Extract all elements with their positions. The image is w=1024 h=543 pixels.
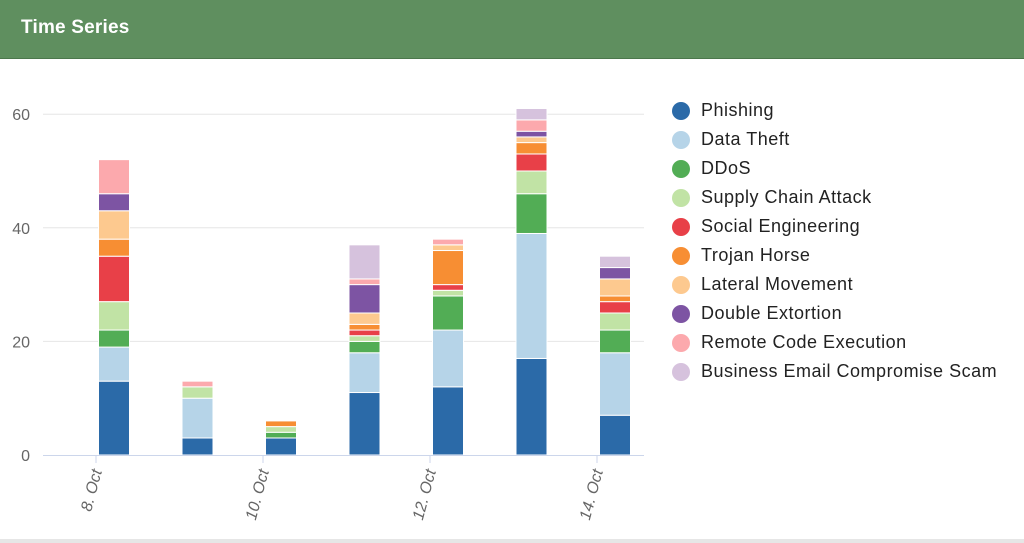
bar-segment — [348, 284, 381, 314]
bar-segment — [599, 278, 631, 297]
legend-label: Business Email Compromise Scam — [701, 361, 998, 381]
bar-segment — [515, 119, 548, 132]
legend-label: Phishing — [701, 100, 775, 120]
bar-segment — [348, 340, 381, 354]
bar-segment — [515, 130, 548, 138]
bar-segment — [515, 193, 548, 234]
bar-segment — [98, 329, 130, 348]
legend-label: Trojan Horse — [701, 245, 811, 265]
bar-segment — [98, 301, 130, 331]
legend-swatch-icon — [672, 247, 690, 265]
bar-segment — [265, 431, 297, 439]
legend-label: Lateral Movement — [701, 274, 854, 294]
bar-segment — [265, 420, 297, 428]
panel-header: Time Series — [0, 0, 1024, 59]
legend-swatch-icon — [672, 102, 690, 120]
bar-segment — [432, 244, 464, 252]
bar-segment — [348, 329, 381, 337]
panel-title: Time Series — [21, 17, 130, 38]
bar-segment — [265, 426, 297, 433]
legend-label: Remote Code Execution — [701, 332, 907, 352]
legend-label: DDoS — [701, 158, 752, 178]
bar-segment — [599, 295, 631, 303]
bar-segment — [432, 295, 464, 331]
bar-segment — [348, 323, 381, 331]
legend-swatch-icon — [672, 363, 690, 381]
bar-segment — [515, 357, 548, 456]
bar-segment — [348, 335, 381, 342]
bar-segment — [515, 142, 548, 155]
bar-segment — [265, 437, 297, 456]
y-tick-label: 20 — [12, 334, 30, 351]
bar-segment — [98, 346, 130, 382]
bar-segment — [348, 352, 381, 394]
bar-segment — [348, 392, 381, 456]
legend-label: Data Theft — [701, 129, 790, 149]
x-tick-label: 8. Oct — [78, 467, 106, 513]
bar-segment — [432, 284, 464, 291]
bar-segment — [599, 414, 631, 456]
bar-segment — [599, 329, 631, 354]
bar-segment — [432, 386, 464, 456]
bar-segment — [98, 210, 130, 240]
bar-segment — [515, 108, 548, 121]
legend-swatch-icon — [672, 218, 690, 236]
x-tick-label: 14. Oct — [577, 467, 607, 522]
bar-segment — [515, 170, 548, 195]
bar-segment — [515, 232, 548, 359]
legend-swatch-icon — [672, 305, 690, 323]
bar-segment — [599, 255, 631, 269]
bar-segment — [432, 289, 464, 297]
bar-segment — [181, 386, 214, 399]
x-tick-label: 10. Oct — [243, 467, 273, 522]
stacked-bar-chart: 0 20 40 60 8. Oct 10. Oct 12. Oct 14. Oct — [12, 107, 644, 522]
bar-segment — [181, 380, 214, 388]
legend-swatch-icon — [672, 276, 690, 294]
bar-segment — [181, 397, 214, 439]
bar-segment — [515, 136, 548, 144]
legend-swatch-icon — [672, 334, 690, 352]
bar-segment — [515, 153, 548, 172]
legend-swatch-icon — [672, 131, 690, 149]
x-tick-label: 12. Oct — [410, 467, 440, 522]
bar-segment — [599, 267, 631, 280]
bar-segment — [348, 312, 381, 325]
bar-segment — [181, 437, 214, 456]
y-tick-label: 0 — [21, 448, 30, 465]
legend-label: Social Engineering — [701, 216, 861, 236]
legend-label: Double Extortion — [701, 303, 843, 323]
bar-segment — [599, 312, 631, 331]
bar-segment — [432, 250, 464, 286]
legend-label: Supply Chain Attack — [701, 187, 872, 207]
bar-segment — [348, 244, 381, 280]
legend-swatch-icon — [672, 160, 690, 178]
y-tick-label: 60 — [12, 107, 30, 124]
bar-segment — [98, 255, 130, 303]
bar-segment — [599, 301, 631, 314]
bar-segment — [432, 238, 464, 246]
bar-segment — [98, 380, 130, 456]
panel-bottom-border — [0, 539, 1024, 543]
legend-swatch-icon — [672, 189, 690, 207]
bar-segment — [98, 193, 130, 212]
bar-segment — [348, 278, 381, 286]
y-tick-label: 40 — [12, 221, 30, 238]
bar-segment — [599, 352, 631, 416]
bar-segment — [98, 159, 130, 195]
bar-segment — [98, 238, 130, 257]
bar-segment — [432, 329, 464, 388]
